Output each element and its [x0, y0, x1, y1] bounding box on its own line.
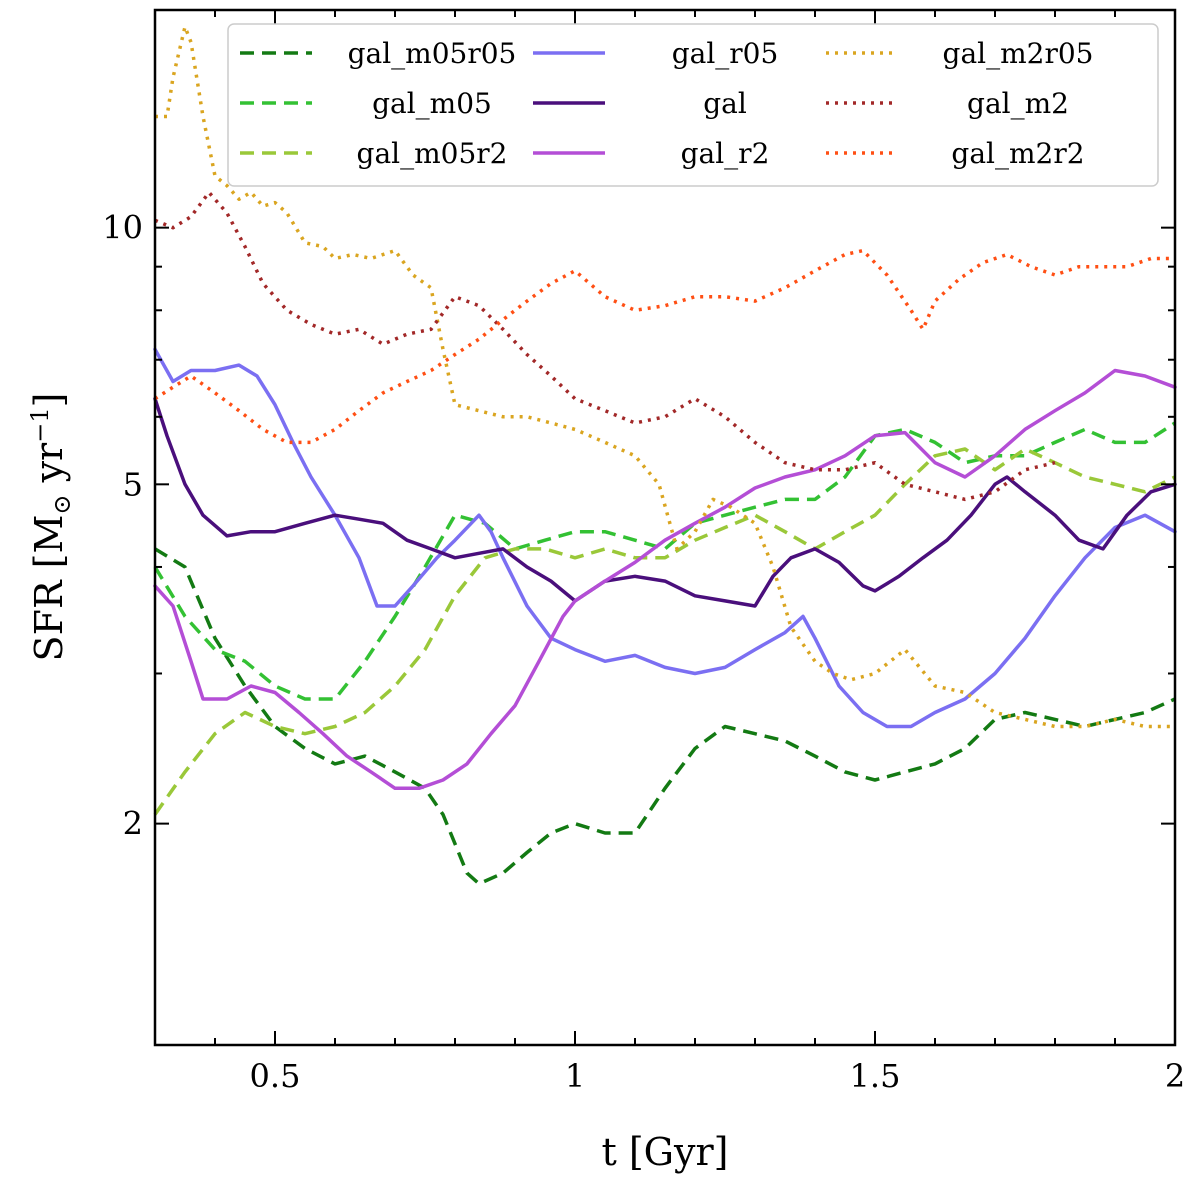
legend-label-gal_m05r05: gal_m05r05 [348, 37, 517, 70]
x-tick-label: 2 [1165, 1057, 1185, 1095]
series-line-gal_m2 [154, 190, 1056, 502]
legend-label-gal_r05: gal_r05 [672, 37, 779, 70]
y-tick-label: 2 [123, 805, 143, 843]
series-line-gal_m2r2 [154, 248, 1175, 445]
x-axis-label: t [Gyr] [602, 1130, 729, 1174]
legend-label-gal_m2r05: gal_m2r05 [943, 37, 1094, 70]
y-axis-label-subscript: ⊙ [48, 495, 76, 515]
series-line-gal_m05r2 [153, 447, 1176, 816]
x-tick-label: 1.5 [850, 1057, 901, 1095]
legend-label-gal_m2: gal_m2 [967, 87, 1069, 120]
legend-box [227, 23, 1159, 187]
series-line-gal_m05 [153, 421, 1176, 701]
y-tick-label: 5 [123, 465, 143, 503]
x-tick-label: 0.5 [250, 1057, 301, 1095]
tick-labels-layer: 0.5 1 1.5 2 2 5 10 [102, 209, 1185, 1095]
legend-label-gal_r2: gal_r2 [681, 137, 770, 170]
series-line-gal_m05r05 [154, 547, 1176, 886]
y-axis-label: SFR [M⊙ yr−1] [26, 393, 76, 662]
y-tick-label: 10 [102, 209, 143, 247]
legend-label-gal_m2r2: gal_m2r2 [951, 137, 1084, 170]
legend-label-gal_m05r2: gal_m05r2 [357, 137, 508, 170]
x-tick-label: 1 [565, 1057, 585, 1095]
legend-label-gal: gal [703, 87, 747, 120]
series-line-gal [153, 396, 1177, 608]
legend-label-gal_m05: gal_m05 [372, 87, 492, 120]
series-line-gal_r05 [153, 347, 1177, 729]
series-line-gal_m2r05 [155, 25, 1175, 729]
y-axis-label-superscript: −1 [26, 407, 54, 442]
series-layer [153, 25, 1177, 886]
series-line-gal_r2 [153, 368, 1177, 791]
plot-frame [153, 8, 1177, 1047]
